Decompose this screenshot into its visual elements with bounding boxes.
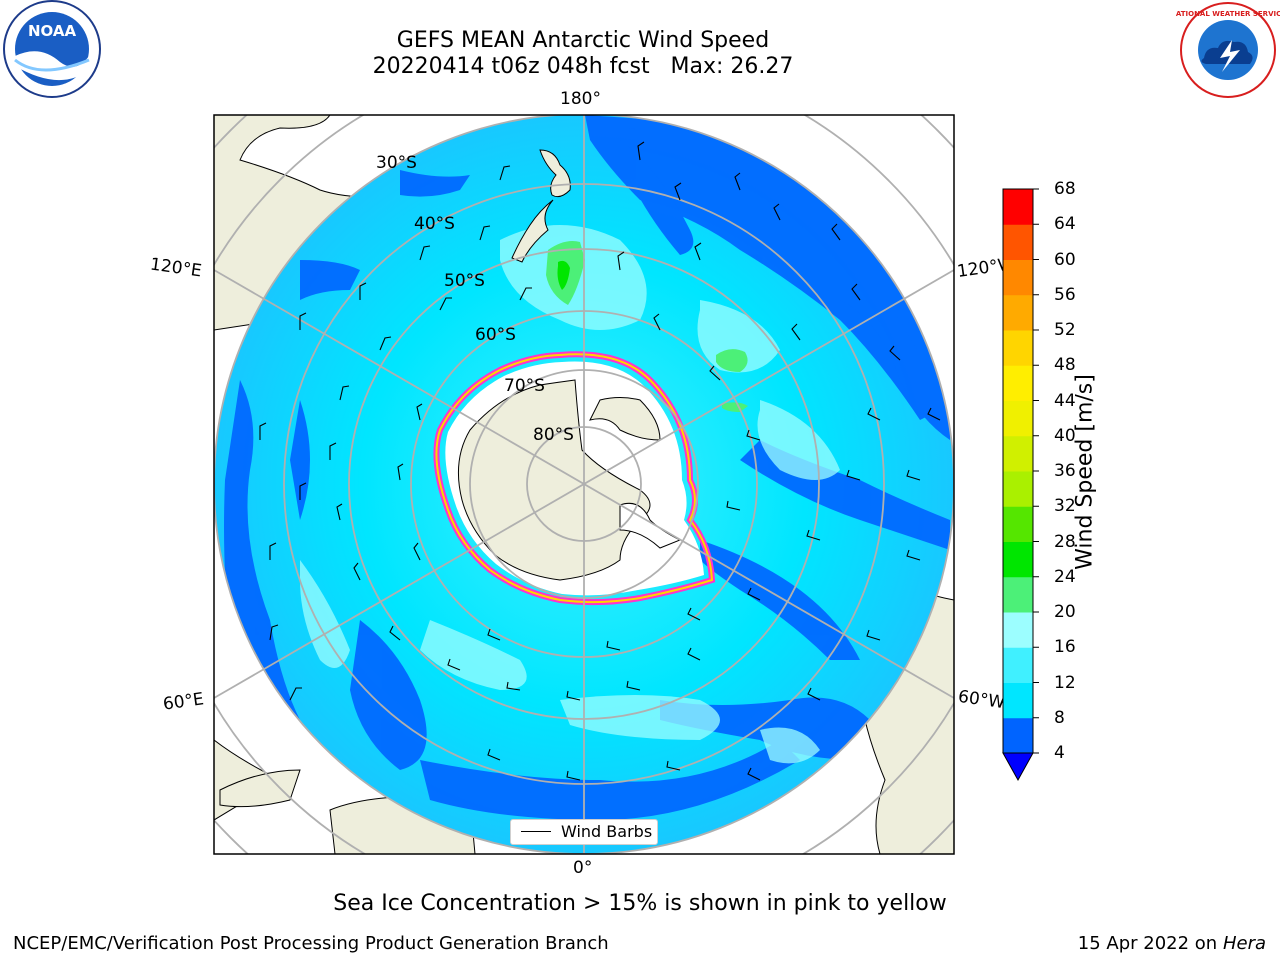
colorbar-segment	[1003, 259, 1033, 296]
colorbar-tick-label: 16	[1054, 637, 1076, 658]
colorbar-tick-label: 44	[1054, 390, 1076, 411]
colorbar-segment	[1003, 717, 1033, 754]
chart-subtitle: 20220414 t06z 048h fcst Max: 26.27	[372, 54, 794, 79]
colorbar-segment	[1003, 541, 1033, 578]
noaa-logo: NOAA	[3, 0, 101, 98]
legend-line-swatch	[521, 831, 551, 832]
colorbar-tick-label: 12	[1054, 672, 1076, 693]
nws-logo: NATIONAL WEATHER SERVICE	[1176, 2, 1280, 98]
colorbar-tick-label: 36	[1054, 461, 1076, 481]
lon-label-180: 180°	[560, 89, 601, 109]
new-zealand-land	[511, 149, 571, 263]
colorbar-segment	[1003, 471, 1033, 507]
colorbar-tick-label: 24	[1054, 566, 1076, 587]
colorbar-tick-label: 52	[1054, 320, 1076, 340]
footer-right: 15 Apr 2022 on Hera	[1078, 933, 1266, 955]
colorbar-tick-label: 4	[1054, 743, 1065, 763]
colorbar-tick-label: 32	[1054, 496, 1076, 517]
colorbar-segment	[1003, 506, 1033, 542]
colorbar-segment	[1003, 435, 1033, 472]
chart-title: GEFS MEAN Antarctic Wind Speed	[396, 28, 770, 53]
footer-date: 15 Apr 2022 on	[1077, 933, 1223, 954]
colorbar-segment	[1003, 612, 1033, 648]
lat-label-40s: 40°S	[414, 214, 455, 234]
lat-label-50s: 50°S	[444, 271, 485, 291]
lat-label-80s: 80°S	[533, 425, 574, 445]
colorbar-tick-label: 8	[1054, 707, 1065, 728]
colorbar-segment	[1003, 294, 1033, 331]
colorbar-segment	[1003, 576, 1033, 613]
colorbar-under-arrow	[1002, 752, 1034, 782]
colorbar-label: Wind Speed [m/s]	[1072, 374, 1098, 570]
map-frame	[213, 114, 955, 855]
footer-host: Hera	[1222, 933, 1266, 954]
map-legend: Wind Barbs	[510, 819, 658, 845]
lon-label-0: 0°	[573, 858, 593, 878]
colorbar-segment	[1003, 189, 1033, 225]
colorbar-segment	[1003, 365, 1033, 401]
colorbar-tick-label: 40	[1054, 425, 1076, 446]
svg-text:NOAA: NOAA	[28, 22, 77, 40]
colorbar-tick-label: 68	[1054, 179, 1076, 199]
wind-barbs	[259, 141, 941, 781]
colorbar-segment	[1003, 647, 1033, 683]
legend-label: Wind Barbs	[561, 822, 653, 841]
colorbar-tick-label: 48	[1054, 355, 1076, 376]
sea-ice-note: Sea Ice Concentration > 15% is shown in …	[333, 891, 947, 916]
colorbar-segment	[1003, 400, 1033, 437]
colorbar-tick-label: 20	[1054, 602, 1076, 622]
footer-left: NCEP/EMC/Verification Post Processing Pr…	[13, 933, 609, 954]
colorbar-segment	[1003, 330, 1033, 366]
lat-label-60s: 60°S	[475, 325, 516, 345]
colorbar-tick-label: 64	[1054, 214, 1076, 235]
graticule	[214, 115, 954, 854]
lat-label-70s: 70°S	[504, 376, 545, 396]
colorbar-segment	[1003, 224, 1033, 260]
colorbar-segment	[1003, 682, 1033, 719]
colorbar-tick-label: 60	[1054, 249, 1076, 270]
colorbar-tick-label: 56	[1054, 284, 1076, 305]
lat-label-30s: 30°S	[376, 153, 417, 173]
colorbar-tick-label: 28	[1054, 531, 1076, 552]
svg-text:NATIONAL WEATHER SERVICE: NATIONAL WEATHER SERVICE	[1176, 10, 1280, 18]
